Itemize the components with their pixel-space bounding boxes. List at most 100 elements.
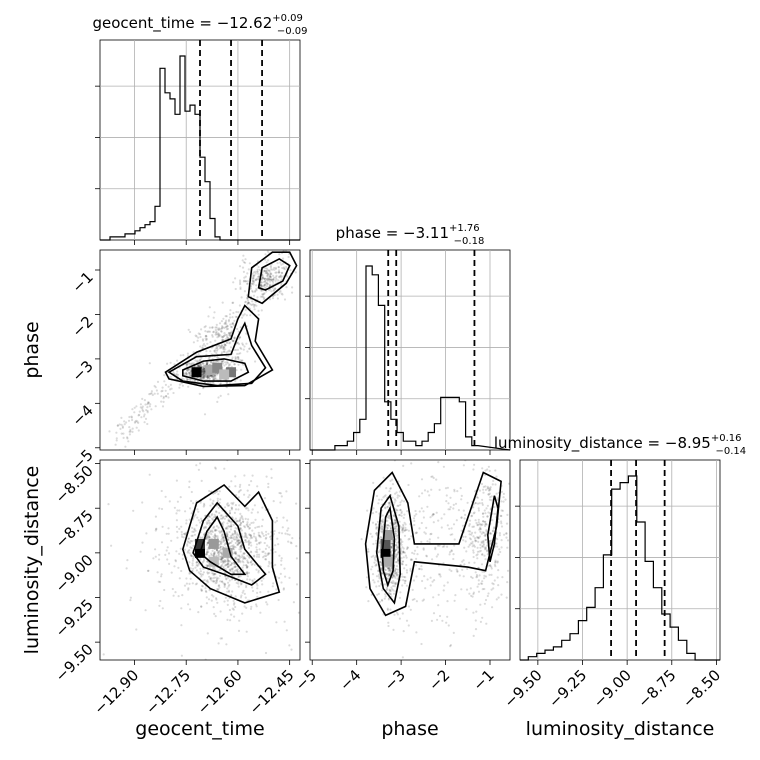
sample-point — [134, 420, 137, 423]
sample-point — [125, 421, 128, 424]
sample-point — [481, 616, 484, 619]
sample-point — [212, 554, 215, 557]
sample-point — [215, 535, 218, 538]
sample-point — [197, 510, 200, 513]
sample-point — [219, 514, 222, 517]
sample-point — [456, 490, 459, 493]
sample-point — [231, 316, 234, 319]
sample-point — [475, 554, 478, 557]
sample-point — [226, 502, 229, 505]
sample-point — [232, 533, 235, 536]
sample-point — [238, 548, 241, 551]
sample-point — [401, 575, 404, 578]
sample-point — [241, 555, 244, 559]
sample-point — [380, 598, 384, 602]
sample-point — [412, 579, 416, 582]
sample-point — [447, 624, 450, 627]
sample-point — [396, 494, 399, 497]
sample-point — [216, 535, 219, 538]
sample-point — [393, 519, 397, 522]
sample-point — [118, 449, 121, 450]
sample-point — [250, 551, 253, 554]
sample-point — [246, 536, 249, 540]
sample-point — [449, 645, 452, 648]
sample-point — [215, 323, 218, 326]
sample-point — [236, 341, 239, 344]
sample-point — [260, 281, 263, 284]
sample-point — [268, 277, 271, 280]
sample-point — [226, 527, 229, 530]
sample-point — [441, 545, 444, 548]
sample-point — [474, 540, 477, 543]
sample-point — [235, 558, 238, 561]
sample-point — [221, 533, 224, 536]
sample-point — [254, 270, 257, 273]
sample-point — [254, 536, 257, 539]
sample-point — [218, 574, 222, 578]
sample-point — [279, 572, 282, 576]
sample-point — [492, 583, 495, 586]
sample-point — [243, 474, 246, 477]
sample-point — [370, 568, 373, 571]
sample-point — [413, 549, 417, 552]
sample-point — [239, 287, 242, 291]
sample-point — [189, 608, 192, 611]
sample-point — [271, 297, 275, 300]
sample-point — [266, 273, 270, 276]
sample-point — [196, 365, 199, 368]
sample-point — [234, 552, 238, 555]
sample-point — [263, 497, 267, 500]
sample-point — [242, 261, 246, 264]
sample-point — [478, 489, 482, 492]
sample-point — [434, 548, 437, 551]
sample-point — [222, 560, 225, 563]
sample-point — [273, 293, 276, 297]
sample-point — [243, 313, 246, 316]
sample-point — [211, 326, 214, 329]
sample-point — [223, 539, 226, 543]
sample-point — [220, 557, 223, 560]
sample-point — [191, 526, 194, 530]
sample-point — [452, 553, 455, 556]
sample-point — [225, 563, 228, 567]
sample-point — [224, 344, 227, 347]
sample-point — [219, 545, 222, 548]
sample-point — [477, 536, 480, 540]
sample-point — [489, 532, 492, 535]
sample-point — [268, 552, 271, 555]
sample-point — [449, 644, 452, 647]
sample-point — [203, 326, 206, 329]
sample-point — [489, 488, 492, 491]
sample-point — [432, 521, 435, 524]
sample-point — [394, 544, 397, 547]
sample-point — [210, 360, 213, 363]
density-cell — [382, 530, 393, 540]
sample-point — [207, 315, 210, 318]
sample-point — [379, 535, 382, 539]
sample-point — [399, 503, 402, 506]
sample-point — [484, 523, 487, 526]
sample-point — [196, 365, 199, 368]
sample-point — [219, 517, 222, 520]
sample-point — [213, 528, 217, 531]
sample-point — [223, 334, 226, 337]
sample-point — [423, 489, 427, 492]
sample-point — [240, 296, 243, 299]
sample-point — [212, 360, 215, 363]
sample-point — [238, 554, 241, 557]
sample-point — [254, 537, 258, 541]
sample-point — [405, 569, 408, 572]
sample-point — [261, 274, 264, 277]
sample-point — [269, 265, 272, 268]
sample-point — [224, 563, 227, 567]
sample-point — [271, 585, 274, 588]
sample-point — [251, 589, 255, 593]
sample-point — [264, 258, 267, 261]
sample-point — [446, 600, 449, 603]
sample-point — [192, 351, 195, 354]
sample-point — [246, 280, 249, 283]
sample-point — [221, 344, 224, 347]
sample-point — [198, 392, 201, 395]
sample-point — [193, 528, 196, 531]
sample-point — [278, 576, 281, 580]
